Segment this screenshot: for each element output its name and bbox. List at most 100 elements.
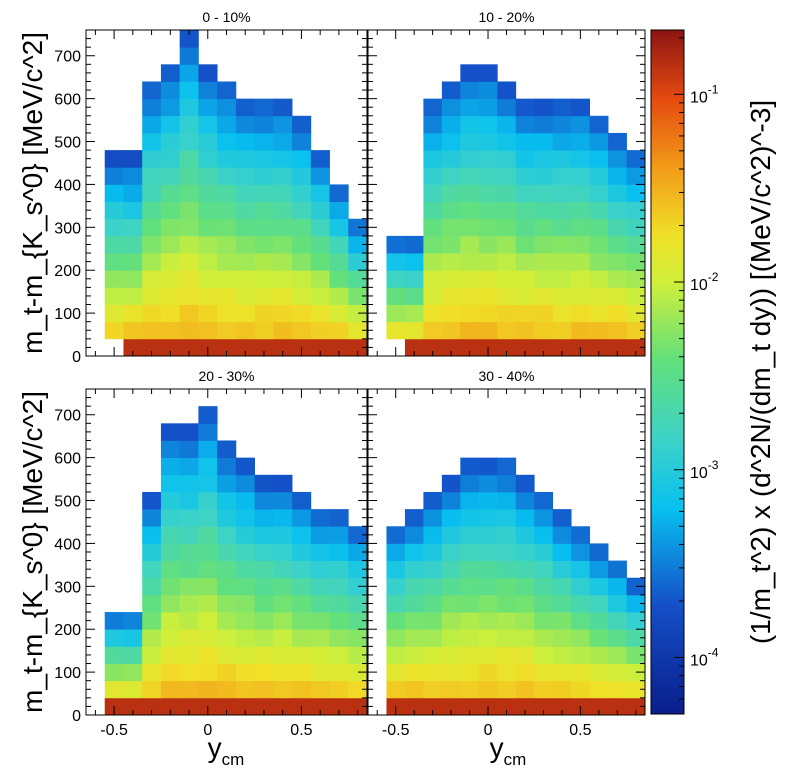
heatmap-cell [571,680,590,699]
heatmap-cell [441,338,461,357]
heatmap-cell [292,167,312,185]
heatmap-cell [478,287,498,305]
heatmap-cell [310,321,330,340]
heatmap-cell [460,338,480,357]
heatmap-cell [571,321,590,340]
heatmap-cell [179,235,199,254]
heatmap-cell [423,150,443,168]
heatmap-cell [534,132,554,151]
heatmap-cell [329,680,349,699]
heatmap-cell [571,560,590,579]
heatmap-cell [386,235,406,254]
heatmap-cell [254,132,274,151]
heatmap-cell [160,304,181,323]
heatmap-cell [235,167,255,185]
heatmap-cell [515,287,535,305]
colorbar-gradient [651,30,684,714]
heatmap-cell [160,560,181,579]
heatmap-cell [608,663,627,682]
heatmap-cell [310,338,330,357]
heatmap-cell [198,115,218,134]
heatmap-cell [142,304,162,323]
heatmap-cell [142,115,162,134]
heatmap-cell [123,697,143,716]
heatmap-cell [441,560,461,579]
heatmap-cell [589,150,609,168]
heatmap-cell [235,270,255,288]
heatmap-cell [552,663,572,682]
colorbar: 10-1 10-2 10-3 10-4 (1/m_t^2) x (d^2N/(dm_t … [650,29,776,715]
heatmap-cell [273,235,293,254]
heatmap-cell [460,509,480,527]
y-tick-label: 700 [54,49,81,66]
heatmap-cell [310,304,330,323]
heatmap-cell [254,167,274,185]
heatmap-cell [198,81,218,100]
heatmap-cell [160,646,181,664]
heatmap-cell [460,132,480,151]
heatmap-cell [571,526,590,544]
heatmap-cell [292,304,312,323]
x-tick-label: -0.5 [100,722,128,739]
heatmap-cell [626,663,646,682]
heatmap-cell [515,680,535,699]
heatmap-cell [179,612,199,630]
heatmap-cell [386,270,406,288]
heatmap-cell [329,321,349,340]
heatmap-cell [515,543,535,561]
heatmap-cell [217,338,237,357]
heatmap-cell [515,629,535,647]
heatmap-cell [515,304,535,323]
heatmap-cell [198,201,218,220]
heatmap-cell [292,235,312,254]
heatmap-cell [179,423,199,441]
heatmap-cell [142,201,162,220]
y-tick-label: 400 [54,536,81,553]
heatmap-cell [104,680,124,699]
heatmap-cell [497,612,517,630]
heatmap-cell [198,457,218,476]
heatmap-cell [142,697,162,716]
heatmap-cell [217,253,237,271]
heatmap-cell [198,184,218,202]
heatmap-cell [478,270,498,288]
heatmap-cell [273,594,293,613]
heatmap-cell [217,218,237,237]
heatmap-cell [626,287,646,305]
heatmap-cell [571,167,590,185]
heatmap-cell [589,697,609,716]
heatmap-cell [423,612,443,630]
heatmap-cell [460,491,480,510]
heatmap-cell [478,612,498,630]
heatmap-cell [423,167,443,185]
heatmap-cell [160,201,181,220]
heatmap-cell [217,115,237,134]
heatmap-cell [160,440,181,459]
heatmap-cell [160,184,181,202]
heatmap-cell [515,474,535,493]
heatmap-cell [329,287,349,305]
heatmap-cell [179,543,199,561]
heatmap-cell [273,201,293,220]
heatmap-cell [386,646,406,664]
heatmap-cell [273,680,293,699]
heatmap-cell [386,287,406,305]
heatmap-cell [478,132,498,151]
heatmap-cell [310,167,330,185]
heatmap-cell [254,98,274,117]
heatmap-cell [348,697,368,716]
heatmap-cell [608,594,627,613]
heatmap-cell [217,697,237,716]
heatmap-cell [254,680,274,699]
heatmap-cell [534,577,554,596]
heatmap-cell [515,235,535,254]
heatmap-cell [626,321,646,340]
heatmap-cell [441,253,461,271]
heatmap-cell [123,304,143,323]
heatmap-cell [179,457,199,476]
heatmap-cell [515,184,535,202]
heatmap-cell [310,218,330,237]
y-tick-label: 700 [54,408,81,425]
axis-ticks [368,388,645,716]
heatmap-cell [254,184,274,202]
